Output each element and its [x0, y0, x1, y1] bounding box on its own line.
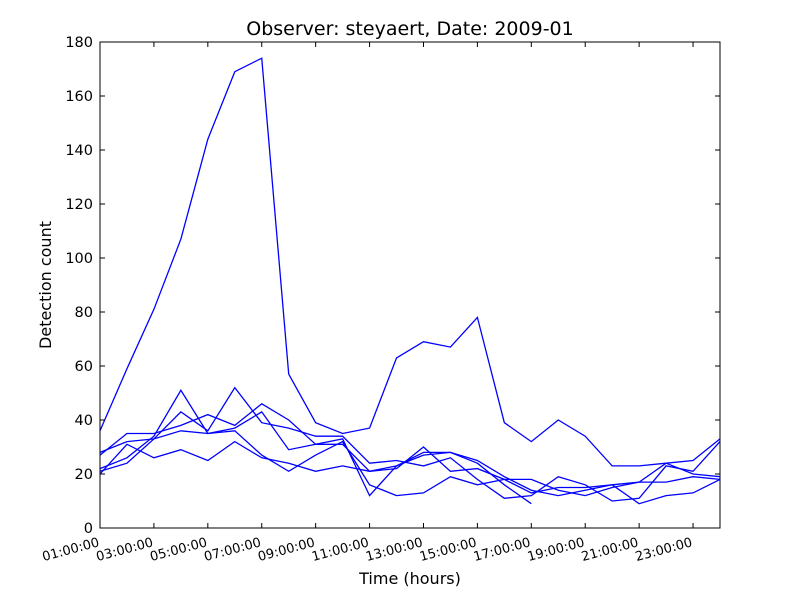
y-tick-label: 60	[75, 359, 93, 375]
x-tick-label: 03:00:00	[95, 535, 155, 565]
y-axis-label: Detection count	[36, 221, 55, 349]
series-line-4	[99, 389, 721, 505]
y-tick-label: 0	[84, 521, 93, 537]
series-layer	[99, 57, 721, 505]
y-tick-label: 100	[65, 251, 93, 267]
x-tick-label: 01:00:00	[41, 535, 101, 565]
x-tick-label: 05:00:00	[149, 535, 209, 565]
y-tick-label: 180	[65, 35, 93, 51]
series-line-6	[99, 440, 721, 497]
chart-title: Observer: steyaert, Date: 2009-01	[246, 18, 573, 40]
x-tick-label: 17:00:00	[472, 535, 532, 565]
plot-frame	[99, 41, 721, 529]
x-tick-label: 13:00:00	[364, 535, 424, 565]
x-tick-label: 23:00:00	[634, 535, 694, 565]
series-line-1	[99, 57, 721, 467]
series-line-5	[99, 430, 721, 497]
series-line-3	[99, 386, 721, 502]
x-tick-label: 19:00:00	[526, 535, 586, 565]
x-tick-label: 07:00:00	[202, 535, 262, 565]
y-tick-label: 120	[65, 197, 93, 213]
x-tick-label: 15:00:00	[418, 535, 478, 565]
y-tick-label: 160	[65, 89, 93, 105]
y-tick-label: 20	[75, 467, 93, 483]
x-tick-label: 21:00:00	[580, 535, 640, 565]
y-tick-label: 80	[75, 305, 93, 321]
x-axis-label: Time (hours)	[358, 569, 461, 588]
y-tick-label: 140	[65, 143, 93, 159]
x-tick-label: 11:00:00	[310, 535, 370, 565]
y-tick-label: 40	[75, 413, 93, 429]
y-axis-ticks: 0 20 40 60 80 100 120 140 160 180	[65, 35, 720, 537]
x-tick-label: 09:00:00	[256, 535, 316, 565]
